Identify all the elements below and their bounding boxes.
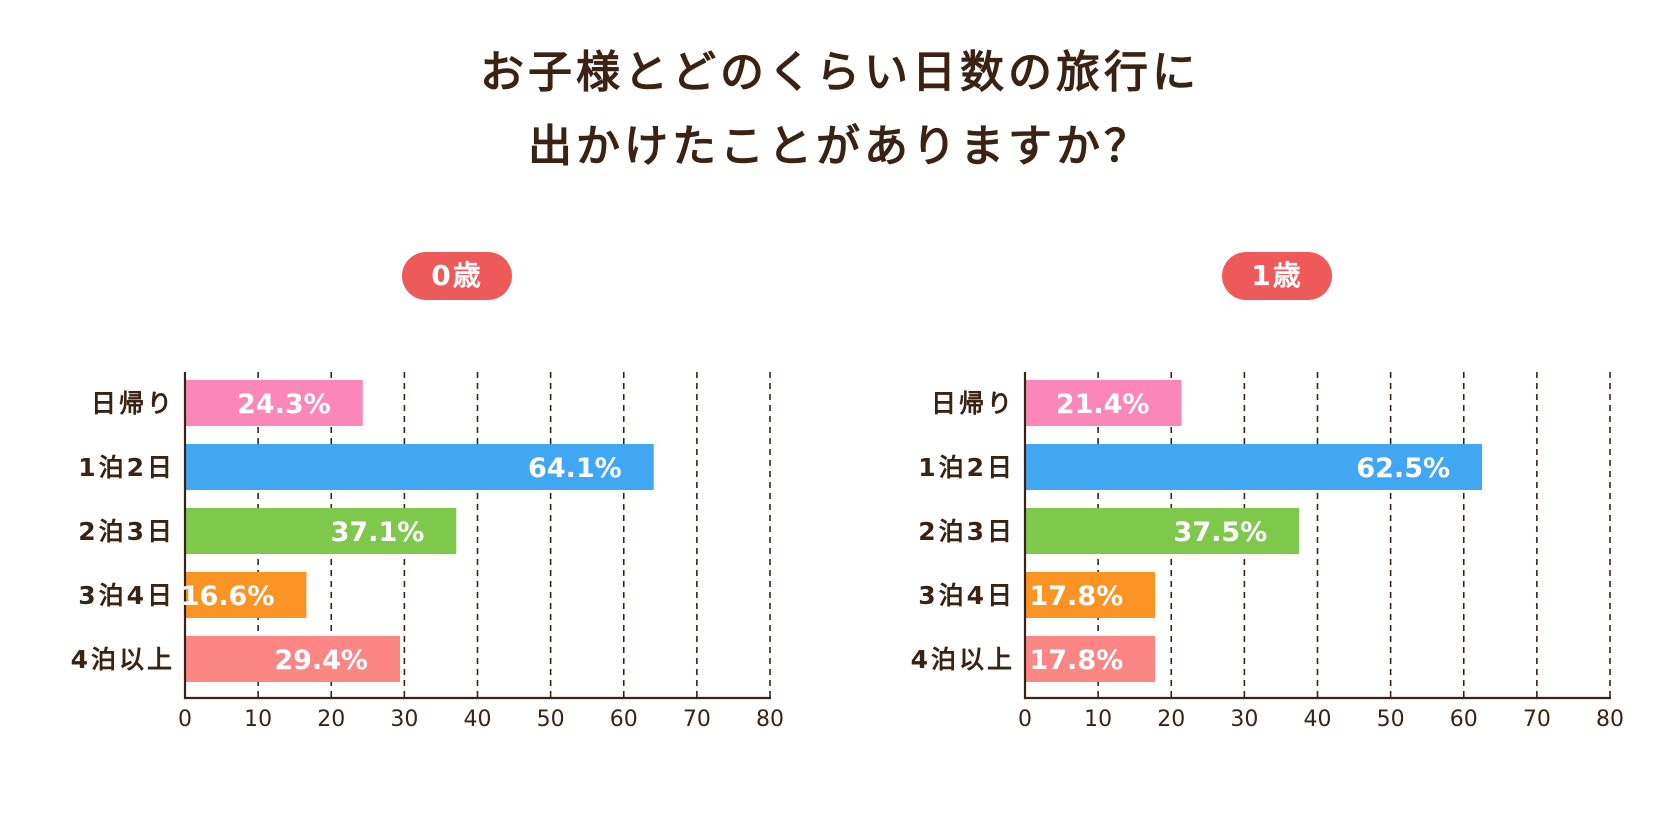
chart-title: お子様とどのくらい日数の旅行に 出かけたことがありますか？ bbox=[0, 36, 1680, 184]
chart-age-0: 0 10 20 30 40 50 60 70 80 日帰り 1泊2日 2泊3日 3泊4日 4泊以上 24.3… bbox=[71, 372, 784, 732]
x-tick-label: 30 bbox=[390, 707, 418, 732]
title-line-2: 出かけたことがありますか？ bbox=[528, 121, 1152, 172]
category-label: 2泊3日 bbox=[78, 517, 175, 546]
value-label: 24.3% bbox=[237, 389, 331, 420]
value-label: 17.8% bbox=[1029, 581, 1123, 612]
category-label: 4泊以上 bbox=[71, 645, 175, 674]
category-label: 3泊4日 bbox=[78, 581, 175, 610]
category-label: 2泊3日 bbox=[918, 517, 1015, 546]
value-label: 16.6% bbox=[181, 581, 275, 612]
value-label: 37.1% bbox=[331, 517, 425, 548]
value-label: 37.5% bbox=[1174, 517, 1268, 548]
bar-4 bbox=[1025, 572, 1156, 618]
x-tick-label: 50 bbox=[537, 707, 565, 732]
x-tick-label: 80 bbox=[1596, 707, 1624, 732]
bar-5 bbox=[1025, 636, 1156, 682]
value-label: 21.4% bbox=[1056, 389, 1150, 420]
category-label: 3泊4日 bbox=[918, 581, 1015, 610]
x-tick-label: 30 bbox=[1230, 707, 1258, 732]
x-tick-label: 70 bbox=[683, 707, 711, 732]
x-tick-label: 0 bbox=[178, 707, 192, 732]
x-tick-label: 60 bbox=[610, 707, 638, 732]
category-label: 1泊2日 bbox=[918, 453, 1015, 482]
x-tick-label: 80 bbox=[756, 707, 784, 732]
bar-1 bbox=[185, 380, 363, 426]
x-tick-label: 0 bbox=[1018, 707, 1032, 732]
category-label: 4泊以上 bbox=[911, 645, 1015, 674]
x-tick-label: 70 bbox=[1523, 707, 1551, 732]
x-tick-label: 10 bbox=[244, 707, 272, 732]
bar-3 bbox=[1025, 508, 1300, 554]
bar-4 bbox=[185, 572, 307, 618]
x-tick-label: 10 bbox=[1084, 707, 1112, 732]
x-tick-label: 60 bbox=[1450, 707, 1478, 732]
x-tick-label: 40 bbox=[464, 707, 492, 732]
bar-5 bbox=[185, 636, 400, 682]
x-tick-label: 50 bbox=[1377, 707, 1405, 732]
age-0-badge: 0歳 bbox=[402, 252, 512, 300]
value-label: 17.8% bbox=[1029, 645, 1123, 676]
bar-3 bbox=[185, 508, 457, 554]
bar-2 bbox=[185, 444, 654, 490]
title-line-1: お子様とどのくらい日数の旅行に bbox=[480, 47, 1200, 98]
bar-2 bbox=[1025, 444, 1483, 490]
chart-age-1: 0 10 20 30 40 50 60 70 80 日帰り 1泊2日 2泊3日 3泊4日 4泊以上 21.4… bbox=[911, 372, 1624, 732]
value-label: 64.1% bbox=[528, 453, 622, 484]
category-label: 日帰り bbox=[931, 389, 1015, 418]
value-label: 62.5% bbox=[1356, 453, 1450, 484]
category-label: 日帰り bbox=[91, 389, 175, 418]
age-1-badge: 1歳 bbox=[1222, 252, 1332, 300]
x-tick-label: 20 bbox=[317, 707, 345, 732]
x-tick-label: 40 bbox=[1304, 707, 1332, 732]
bar-1 bbox=[1025, 380, 1182, 426]
x-tick-label: 20 bbox=[1157, 707, 1185, 732]
value-label: 29.4% bbox=[274, 645, 368, 676]
category-label: 1泊2日 bbox=[78, 453, 175, 482]
